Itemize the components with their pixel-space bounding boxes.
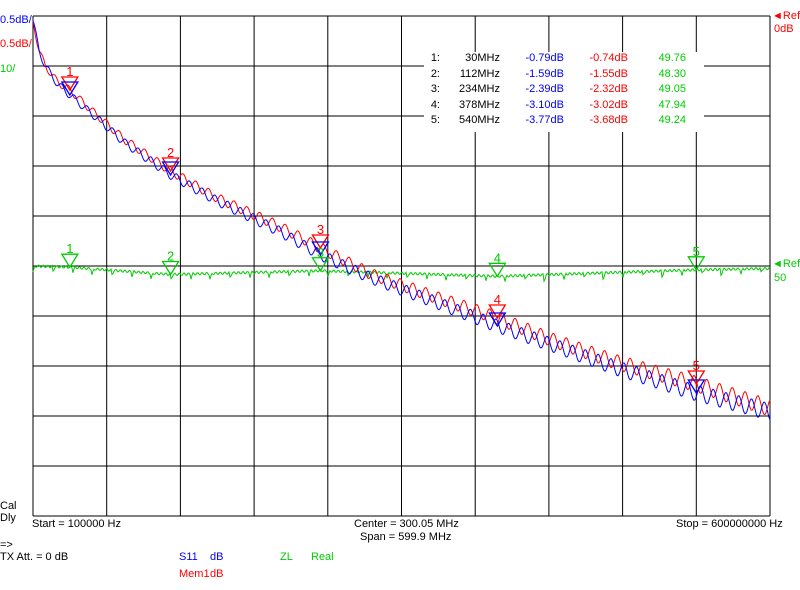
marker-table-idx: 4:	[430, 98, 440, 111]
mem-scale-label: 0.5dB/	[0, 38, 32, 50]
zl-marker-label-1: 1	[66, 241, 73, 256]
zl-marker-2	[161, 260, 180, 276]
mem-legend-unit: dB	[210, 568, 224, 580]
marker-readout-table: 1: 30MHz -0.79dB -0.74dB 49.76 2: 112MHz -1.59d…	[424, 52, 704, 132]
span-frequency: Span = 599.9 MHz	[360, 531, 452, 543]
prompt-arrow: =>	[0, 539, 13, 551]
marker-table-idx: 3:	[430, 83, 440, 95]
marker-table-mem: -3.68dB	[589, 114, 628, 126]
marker-table-freq: 112MHz	[459, 67, 500, 80]
marker-table-zl: 49.05	[658, 83, 686, 95]
zl-trace	[32, 264, 771, 283]
mem1-marker-1	[60, 76, 80, 92]
mem1-marker-label-3: 3	[317, 222, 324, 237]
mem-ref-text: Ref	[782, 10, 800, 22]
zl-marker-5	[687, 256, 706, 272]
mem1-marker-5	[687, 370, 706, 386]
marker-table-s11: -1.59dB	[525, 67, 564, 80]
markers: 1 1 2 2 3 3 4 4 5 5	[60, 64, 706, 395]
zl-legend-unit: Real	[311, 551, 334, 563]
marker-table-mem: -3.02dB	[589, 98, 628, 111]
mem1-marker-4	[488, 304, 507, 320]
zl-ref-value: 50	[774, 272, 787, 284]
mem1-marker-2	[161, 157, 180, 173]
s11-scale-label: 0.5dB/	[0, 14, 32, 26]
mem1-marker-label-5: 5	[693, 358, 700, 373]
zl-scale-label: 10/	[0, 63, 16, 75]
zl-marker-3	[311, 257, 330, 272]
marker-table-s11: -0.79dB	[525, 52, 564, 64]
marker-table-zl: 49.24	[658, 114, 686, 126]
marker-table-freq: 234MHz	[459, 83, 500, 95]
marker-table-mem: -0.74dB	[589, 52, 628, 64]
zl-marker-label-2: 2	[167, 249, 174, 264]
center-frequency: Center = 300.05 MHz	[354, 518, 459, 530]
zl-marker-label-4: 4	[494, 250, 501, 265]
mem-ref-value: 0dB	[774, 23, 794, 35]
zl-ref-arrow-icon: ◄	[772, 258, 783, 270]
s11-legend-unit: dB	[210, 551, 224, 563]
s11-trace	[32, 20, 771, 421]
marker-table-idx: 1:	[430, 52, 440, 64]
dly-label: Dly	[0, 512, 16, 524]
marker-table-mem: -2.32dB	[589, 83, 628, 95]
zl-marker-1	[60, 253, 80, 269]
marker-table-freq: 30MHz	[465, 52, 500, 64]
marker-table-s11: -3.77dB	[525, 114, 564, 126]
marker-table-freq: 378MHz	[459, 98, 500, 111]
marker-table-zl: 49.76	[658, 52, 686, 64]
s11-marker-5	[687, 379, 706, 395]
marker-table-zl: 48.30	[658, 67, 686, 80]
marker-table-s11: -3.10dB	[525, 98, 564, 111]
s11-marker-3	[311, 241, 330, 257]
zl-legend-name: ZL	[280, 551, 293, 563]
s11-marker-1	[60, 81, 80, 97]
zl-ref-text: Ref3	[782, 258, 800, 270]
marker-table-zl: 47.94	[658, 98, 686, 111]
s11-marker-2	[161, 161, 180, 177]
zl-marker-4	[488, 262, 507, 278]
zl-marker-label-3: 3	[317, 245, 324, 260]
mem-legend-name: Mem1	[179, 568, 210, 580]
marker-table-idx: 5:	[430, 114, 440, 126]
mem1-marker-label-1: 1	[66, 64, 73, 79]
zl-ref-label: ◄Ref3	[772, 258, 800, 270]
mem-ref-label: ◄Ref	[772, 10, 800, 22]
marker-table-idx: 2:	[430, 67, 440, 80]
zl-marker-label-5: 5	[693, 244, 700, 259]
marker-table-mem: -1.55dB	[589, 67, 628, 80]
mem1-marker-label-2: 2	[167, 145, 174, 160]
s11-marker-4	[488, 312, 507, 328]
start-frequency: Start = 100000 Hz	[32, 518, 121, 530]
traces	[32, 20, 771, 421]
mem-ref-arrow-icon: ◄	[772, 10, 783, 22]
mem1-marker-label-4: 4	[494, 292, 501, 307]
cal-label: Cal	[0, 500, 17, 512]
s11-legend-name: S11	[179, 551, 198, 563]
tx-attenuation: TX Att. = 0 dB	[0, 551, 69, 563]
marker-table-freq: 540MHz	[459, 114, 500, 126]
marker-table-s11: -2.39dB	[525, 83, 564, 95]
stop-frequency: Stop = 600000000 Hz	[676, 518, 783, 530]
